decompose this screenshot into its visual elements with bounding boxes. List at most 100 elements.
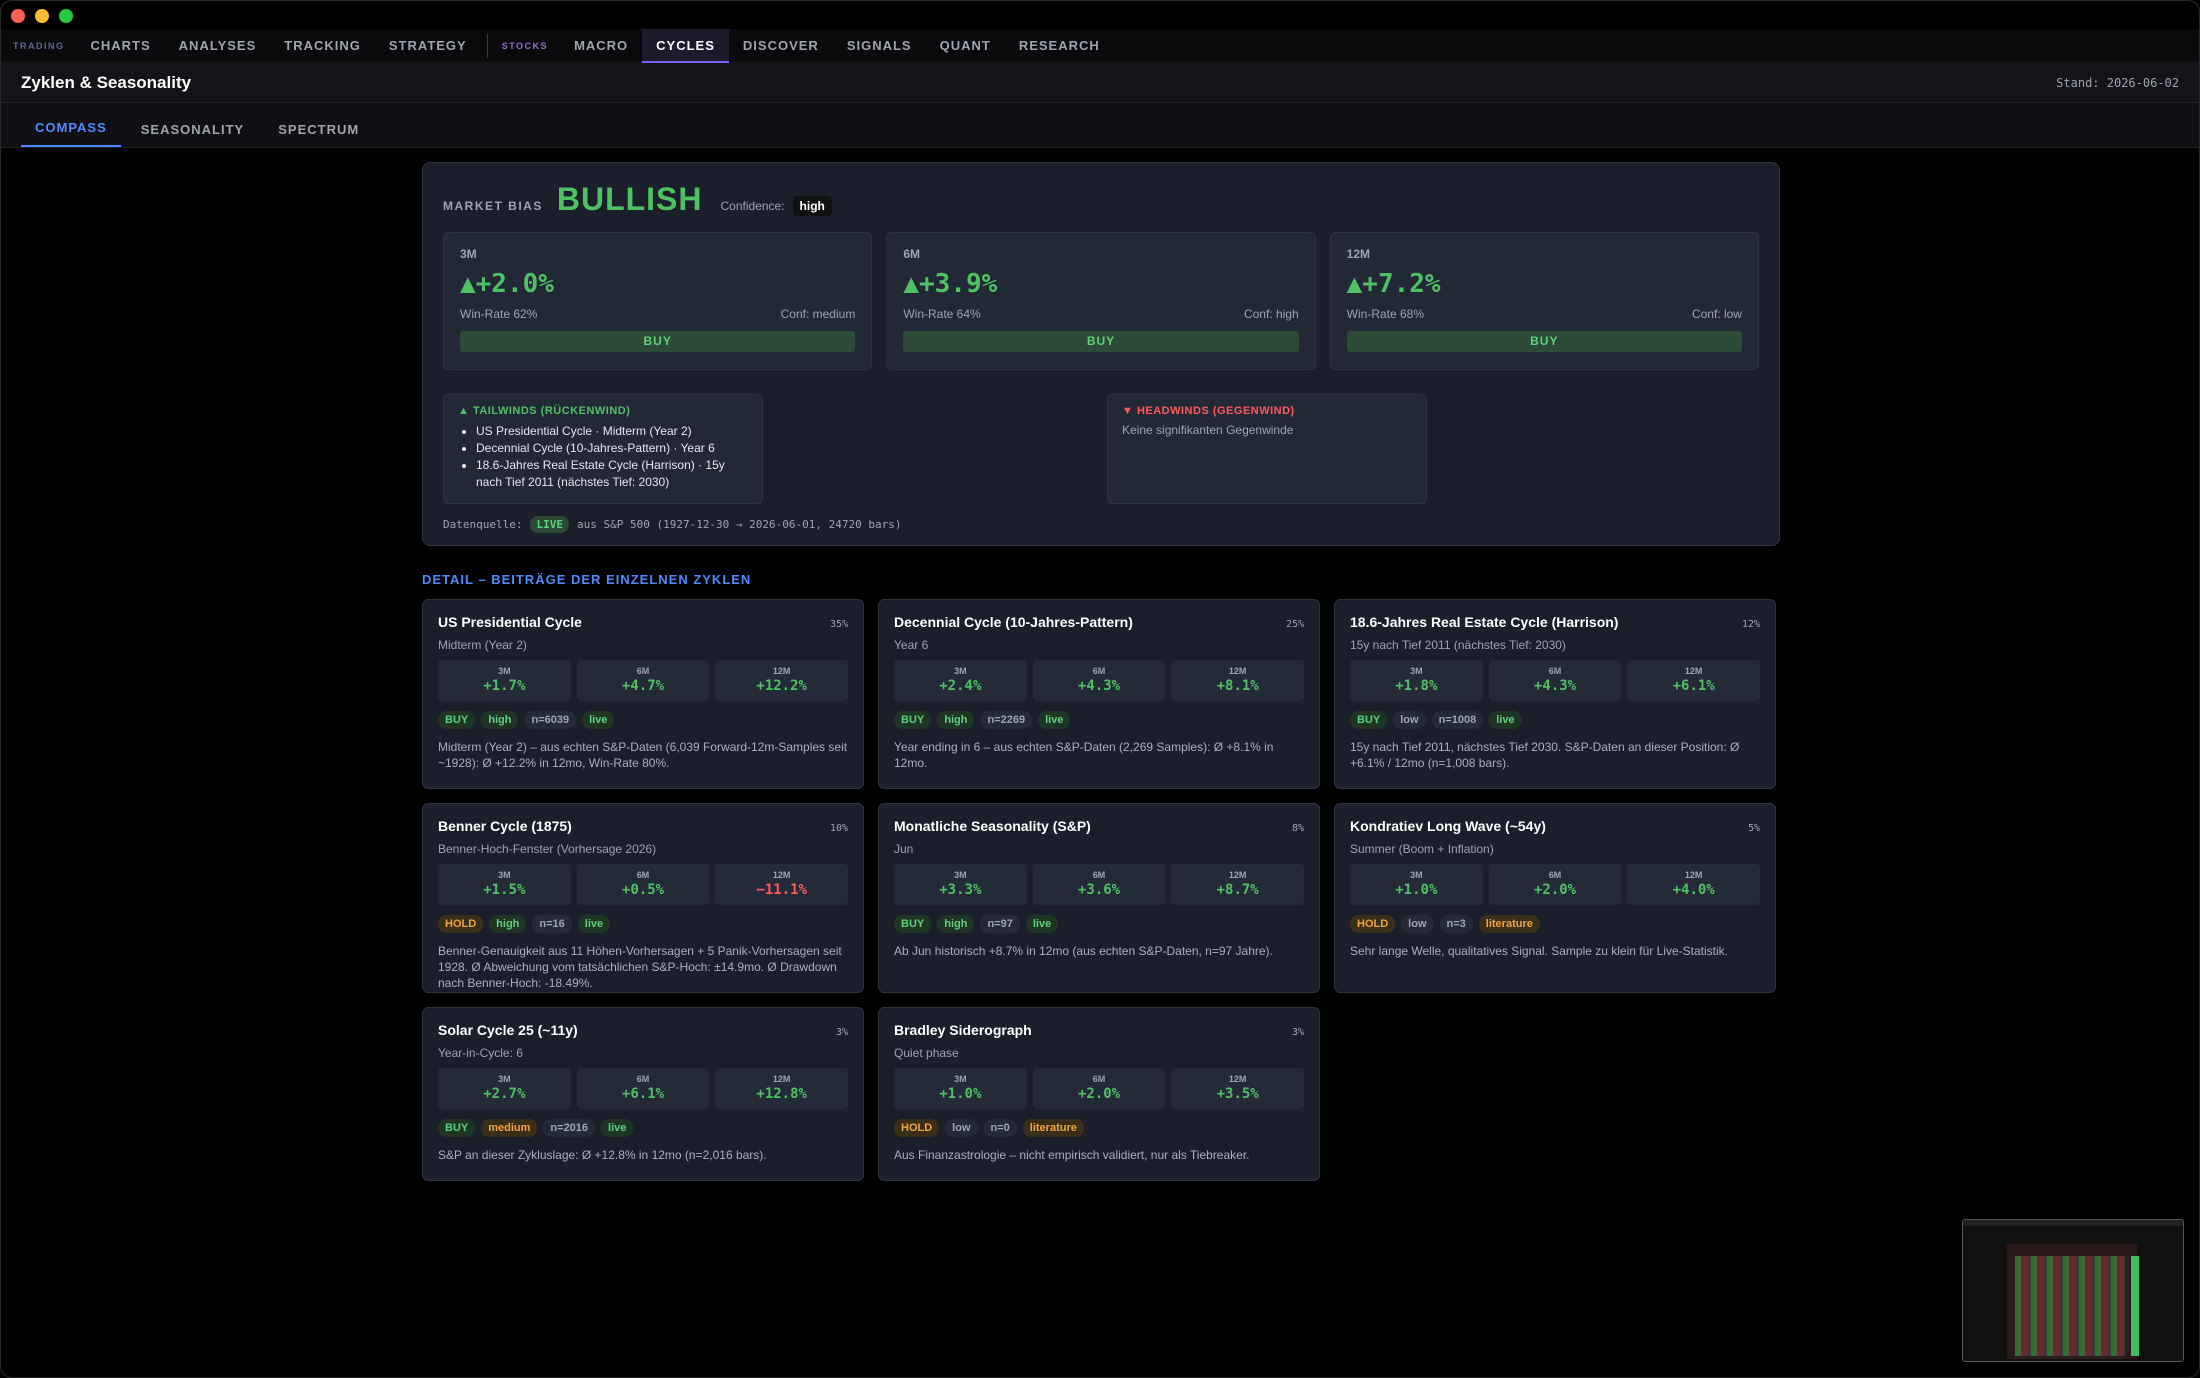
signal-tag: HOLD <box>894 1119 940 1137</box>
horizon-return: ▲+2.0% <box>460 269 554 299</box>
horizon-return: ▲+3.9% <box>903 269 998 299</box>
cycle-card: Monatliche Seasonality (S&P) 8% Jun 3M +3.3%… <box>878 803 1320 993</box>
source-tag: live <box>1025 915 1059 933</box>
page-header: Zyklen & Seasonality Stand: 2026-06-02 <box>1 63 2199 103</box>
cycle-phase: Year-in-Cycle: 6 <box>438 1046 523 1060</box>
stand-date: Stand: 2026-06-02 <box>2056 75 2179 90</box>
market-compass-panel: MARKET BIAS BULLISH Confidence: high 3M … <box>422 162 1780 546</box>
return-horizon: 3M <box>498 870 511 880</box>
nav-item-analyses[interactable]: ANALYSES <box>178 37 257 53</box>
return-box: 6M +0.5% <box>576 864 710 905</box>
signal-tag: BUY <box>1350 711 1388 729</box>
return-value: +2.7% <box>483 1086 526 1102</box>
return-box: 6M +2.0% <box>1032 1068 1166 1109</box>
cycle-weight: 12% <box>1741 619 1760 630</box>
market-bias-value: BULLISH <box>556 181 703 217</box>
sub-tabs: COMPASS SEASONALITY SPECTRUM <box>1 103 2199 148</box>
cycle-card: Bradley Siderograph 3% Quiet phase 3M +1.0% 6… <box>878 1007 1320 1181</box>
headwinds-box: ▼ HEADWINDS (GEGENWIND) Keine signifikan… <box>1107 394 1427 504</box>
data-source-text: aus S&P 500 (1927-12-30 → 2026-06-01, 24… <box>576 518 902 531</box>
nav-item-tracking[interactable]: TRACKING <box>284 37 361 53</box>
nav-item-signals[interactable]: SIGNALS <box>846 37 912 53</box>
cycle-phase: Summer (Boom + Inflation) <box>1350 842 1494 856</box>
minimize-window-button[interactable] <box>35 9 49 23</box>
nav-item-quant[interactable]: QUANT <box>939 37 991 53</box>
horizon-confidence: Conf: high <box>1243 307 1299 321</box>
cycle-phase: Year 6 <box>894 638 929 652</box>
tailwind-item: 18.6-Jahres Real Estate Cycle (Harrison)… <box>476 457 748 491</box>
return-value: +2.0% <box>1533 882 1577 898</box>
return-value: +3.5% <box>1216 1086 1259 1102</box>
confidence-tag: high <box>481 711 519 729</box>
return-horizon: 3M <box>498 1074 511 1084</box>
cycle-weight: 10% <box>829 823 848 834</box>
return-box: 6M +4.7% <box>576 660 710 701</box>
return-horizon: 3M <box>954 870 967 880</box>
nav-item-macro[interactable]: MACRO <box>574 37 629 53</box>
horizon-label: 3M <box>460 247 477 261</box>
horizon-winrate: Win-Rate 68% <box>1346 307 1425 321</box>
tab-compass[interactable]: COMPASS <box>21 120 121 147</box>
confidence-tag: low <box>945 1119 978 1137</box>
nav-item-strategy[interactable]: STRATEGY <box>388 37 467 53</box>
return-value: +0.5% <box>621 882 665 898</box>
nav-item-discover[interactable]: DISCOVER <box>742 37 819 53</box>
signal-tag: HOLD <box>1350 915 1396 933</box>
cycle-card: 18.6-Jahres Real Estate Cycle (Harrison)… <box>1334 599 1776 789</box>
return-value: +1.0% <box>1395 882 1438 898</box>
close-window-button[interactable] <box>11 9 25 23</box>
tailwinds-title: ▲ TAILWINDS (RÜCKENWIND) <box>458 405 631 417</box>
return-horizon: 6M <box>1548 870 1562 880</box>
nav-item-research[interactable]: RESEARCH <box>1018 37 1100 53</box>
return-box: 6M +6.1% <box>576 1068 710 1109</box>
return-value: +6.1% <box>1672 678 1715 694</box>
nav-group-stocks: STOCKS <box>501 40 549 51</box>
buy-signal-button[interactable]: BUY <box>1346 331 1742 352</box>
cycle-name: 18.6-Jahres Real Estate Cycle (Harrison) <box>1350 614 1619 630</box>
cycle-card: US Presidential Cycle 35% Midterm (Year 2)… <box>422 599 864 789</box>
nav-item-cycles[interactable]: CYCLES <box>642 28 729 63</box>
buy-signal-button[interactable]: BUY <box>460 331 856 352</box>
nav-item-charts[interactable]: CHARTS <box>90 37 151 53</box>
tab-spectrum[interactable]: SPECTRUM <box>278 122 360 137</box>
horizon-card-6m: 6M ▲+3.9% Win-Rate 64% Conf: high BUY <box>886 232 1316 370</box>
tab-seasonality[interactable]: SEASONALITY <box>140 122 245 137</box>
cycle-name: Decennial Cycle (10-Jahres-Pattern) <box>894 614 1133 630</box>
cycle-name: US Presidential Cycle <box>438 614 582 630</box>
horizon-winrate: Win-Rate 64% <box>903 307 981 321</box>
return-value: +3.6% <box>1077 882 1121 898</box>
minimap-preview[interactable] <box>1962 1219 2184 1362</box>
zoom-window-button[interactable] <box>59 9 73 23</box>
return-horizon: 12M <box>1684 666 1703 676</box>
horizon-card-3m: 3M ▲+2.0% Win-Rate 62% Conf: medium BUY <box>443 232 873 370</box>
cycle-phase: Midterm (Year 2) <box>438 638 527 652</box>
return-horizon: 12M <box>772 666 791 676</box>
detail-section-title: DETAIL – BEITRÄGE DER EINZELNEN ZYKLEN <box>422 572 752 587</box>
buy-signal-button[interactable]: BUY <box>903 331 1299 352</box>
horizon-card-12m: 12M ▲+7.2% Win-Rate 68% Conf: low BUY <box>1329 232 1759 370</box>
cycle-name: Solar Cycle 25 (~11y) <box>438 1022 578 1038</box>
return-value: +8.7% <box>1216 882 1259 898</box>
signal-tag: BUY <box>438 711 476 729</box>
source-tag: live <box>1489 711 1522 729</box>
confidence-tag: low <box>1401 915 1434 933</box>
cycle-phase: Jun <box>894 842 914 856</box>
return-box: 3M +1.7% <box>438 660 571 701</box>
cycle-weight: 3% <box>1291 1027 1304 1038</box>
horizon-winrate: Win-Rate 62% <box>460 307 538 321</box>
return-value: +4.7% <box>621 678 665 694</box>
cycle-phase: Quiet phase <box>894 1046 959 1060</box>
title-bar <box>1 1 2199 29</box>
cycle-description: S&P an dieser Zykluslage: Ø +12.8% in 12… <box>438 1148 767 1162</box>
return-horizon: 3M <box>954 1074 967 1084</box>
signal-tag: BUY <box>438 1119 476 1137</box>
return-value: +2.4% <box>939 678 982 694</box>
return-value: +6.1% <box>621 1086 665 1102</box>
confidence-tag: low <box>1393 711 1426 729</box>
cycle-description: Ab Jun historisch +8.7% in 12mo (aus ech… <box>894 944 1273 958</box>
sample-count-tag: n=97 <box>980 915 1020 933</box>
headwinds-empty: Keine signifikanten Gegenwinde <box>1122 423 1294 437</box>
return-box: 12M +12.2% <box>715 660 849 701</box>
return-box: 12M −11.1% <box>715 864 849 905</box>
